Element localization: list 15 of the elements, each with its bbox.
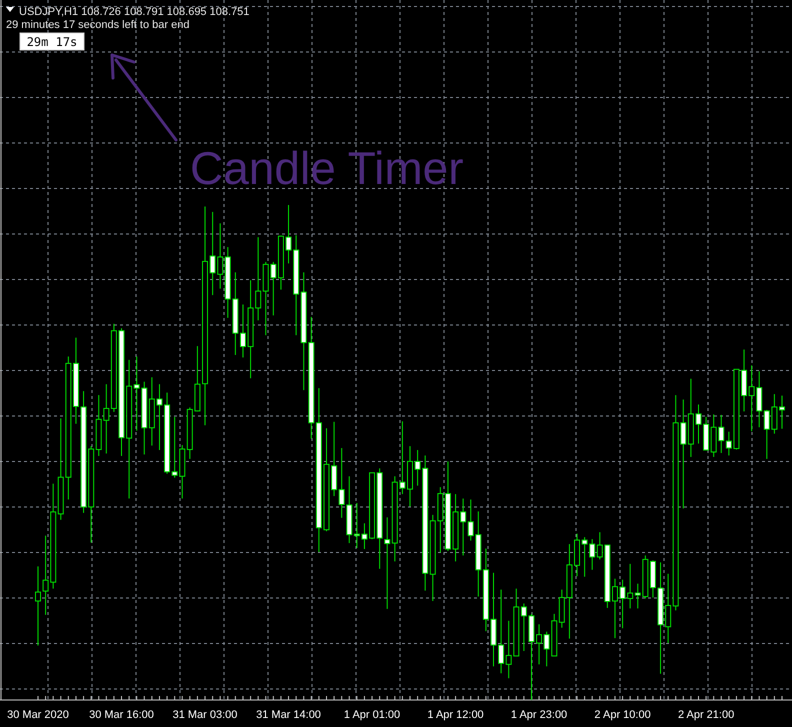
x-tick-label: 30 Mar 2020 bbox=[7, 709, 69, 721]
candlestick bbox=[35, 566, 41, 646]
x-tick-label: 2 Apr 21:00 bbox=[678, 709, 734, 721]
x-tick-label: 31 Mar 03:00 bbox=[172, 709, 238, 721]
x-tick-label: 1 Apr 01:00 bbox=[344, 709, 400, 721]
x-tick-label: 1 Apr 23:00 bbox=[510, 709, 568, 721]
x-tick-label: 1 Apr 12:00 bbox=[427, 709, 484, 721]
chart-title: USDJPY,H1 108.726 108.791 108.695 108.751 bbox=[19, 6, 250, 18]
x-tick-label: 2 Apr 10:00 bbox=[594, 709, 651, 721]
x-tick-label: 31 Mar 14:00 bbox=[256, 709, 321, 721]
text: 29m 17s bbox=[26, 35, 78, 49]
x-tick-label: 30 Mar 16:00 bbox=[89, 709, 154, 721]
chart-subtitle: 29 minutes 17 seconds left to bar end bbox=[6, 19, 190, 31]
candlestick bbox=[384, 516, 390, 610]
text: Candle Timer bbox=[190, 142, 464, 194]
